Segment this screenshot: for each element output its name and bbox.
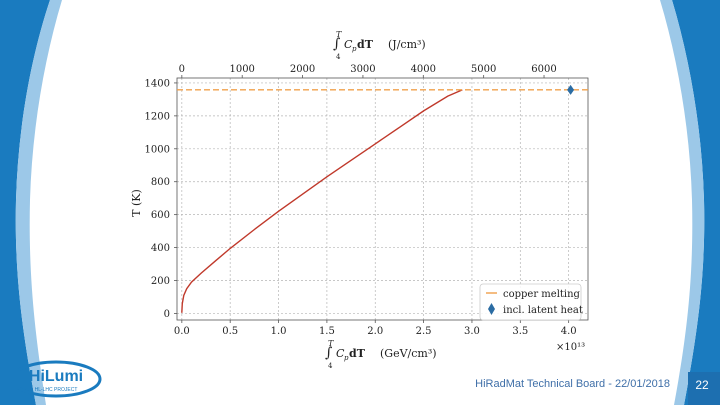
- top-tick-label: 5000: [471, 64, 496, 75]
- x-tick-label: 1.0: [271, 326, 287, 337]
- y-tick-label: 1000: [145, 144, 170, 155]
- y-tick-label: 200: [151, 276, 170, 287]
- x-tick-label: 3.5: [512, 326, 528, 337]
- y-axis-label: T (K): [130, 189, 143, 217]
- top-tick-label: 1000: [229, 64, 254, 75]
- svg-text:p: p: [352, 45, 357, 53]
- top-tick-label: 2000: [290, 64, 315, 75]
- y-tick-label: 600: [151, 210, 170, 221]
- left-swoosh-light: [15, 0, 62, 405]
- top-axis-label: T ∫ 4 C p dT (J/cm³): [333, 30, 426, 61]
- y-tick-label: 1400: [145, 78, 170, 89]
- svg-text:(GeV/cm³): (GeV/cm³): [380, 347, 437, 360]
- hilumi-logo: HiLumi HL-LHC PROJECT: [10, 360, 102, 398]
- legend-latent-marker: [488, 303, 495, 315]
- x-tick-label: 0.0: [174, 326, 190, 337]
- series: [177, 84, 588, 313]
- svg-text:T: T: [328, 339, 334, 348]
- legend-latent-label: incl. latent heat: [503, 305, 583, 316]
- right-swoosh-light: [660, 0, 705, 405]
- legend: copper melting incl. latent heat: [479, 283, 583, 321]
- temperature-curve: [181, 89, 463, 313]
- logo-text: HiLumi: [29, 368, 83, 385]
- x-tick-label: 2.0: [367, 326, 383, 337]
- y-tick-label: 0: [164, 309, 170, 320]
- top-tick-label: 4000: [411, 64, 436, 75]
- page-number-box: [688, 372, 720, 405]
- left-swoosh: [0, 0, 50, 405]
- page-number: 22: [695, 378, 709, 392]
- svg-text:dT: dT: [349, 347, 366, 360]
- y-tick-label: 400: [151, 243, 170, 254]
- svg-text:4: 4: [328, 362, 333, 370]
- top-axis-ticks: 0 1000 2000 3000 4000 5000 6000: [179, 64, 557, 78]
- top-tick-label: 0: [179, 64, 185, 75]
- x-tick-label: 3.0: [464, 326, 480, 337]
- svg-text:∫: ∫: [325, 345, 332, 361]
- logo-subtext: HL-LHC PROJECT: [35, 387, 78, 393]
- svg-text:dT: dT: [357, 38, 374, 51]
- y-axis-ticks: 0 200 400 600 800 1000 1200 1400: [145, 78, 177, 320]
- footer-text: HiRadMat Technical Board - 22/01/2018: [475, 378, 670, 390]
- legend-melting-label: copper melting: [503, 289, 581, 300]
- x-tick-label: 0.5: [222, 326, 238, 337]
- latent-heat-marker: [567, 84, 575, 95]
- y-tick-label: 1200: [145, 111, 170, 122]
- svg-text:∫: ∫: [333, 36, 340, 52]
- right-swoosh: [672, 0, 720, 405]
- plot-frame: [176, 77, 589, 321]
- x-exponent-label: ×10¹³: [556, 342, 585, 353]
- top-tick-label: 6000: [531, 64, 556, 75]
- svg-text:C: C: [336, 347, 345, 360]
- svg-text:T: T: [336, 30, 342, 39]
- x-axis-ticks: 0.0 0.5 1.0 1.5 2.0 2.5 3.0 3.5 4.0: [174, 320, 577, 337]
- y-tick-label: 800: [151, 177, 170, 188]
- svg-text:p: p: [344, 354, 349, 362]
- x-tick-label: 4.0: [561, 326, 577, 337]
- x-tick-label: 1.5: [319, 326, 335, 337]
- x-tick-label: 2.5: [416, 326, 432, 337]
- bottom-axis-label: T ∫ 4 C p dT (GeV/cm³): [325, 339, 437, 370]
- svg-text:4: 4: [336, 53, 341, 61]
- grid: [177, 78, 588, 320]
- svg-text:(J/cm³): (J/cm³): [388, 38, 426, 51]
- svg-text:C: C: [344, 38, 353, 51]
- legend-box: [479, 283, 582, 321]
- top-tick-label: 3000: [350, 64, 375, 75]
